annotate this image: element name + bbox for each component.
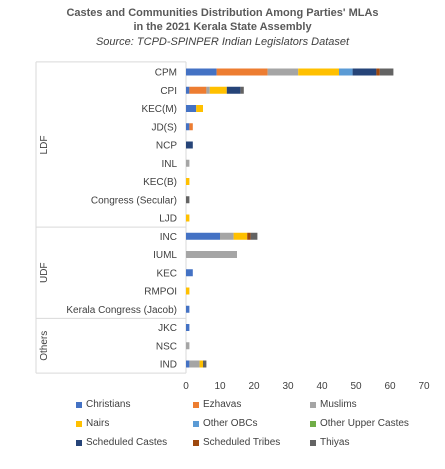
bar-scheduled-tribes — [247, 233, 250, 240]
legend-item: Christians — [76, 399, 130, 410]
legend-label: Christians — [86, 399, 130, 410]
legend-label: Other OBCs — [203, 418, 257, 429]
bar-nairs — [186, 178, 189, 185]
bar-scheduled-castes — [227, 87, 241, 94]
legend-swatch — [310, 440, 316, 446]
legend-item: Scheduled Castes — [76, 437, 167, 448]
bar-thiyas — [186, 196, 189, 203]
legend-swatch — [193, 421, 199, 427]
bar-christians — [186, 69, 217, 76]
bar-thiyas — [380, 69, 394, 76]
bar-christians — [186, 233, 220, 240]
x-tick-label: 30 — [282, 381, 294, 392]
legend-item: Ezhavas — [193, 399, 241, 410]
bar-ezhavas — [189, 123, 192, 130]
category-label: KEC(M) — [141, 104, 177, 115]
group-label-ldf: LDF — [39, 136, 50, 155]
x-tick-label: 40 — [316, 381, 328, 392]
bar-muslims — [186, 342, 189, 349]
x-tick-label: 50 — [350, 381, 362, 392]
category-label: Kerala Congress (Jacob) — [66, 305, 177, 316]
legend-item: Scheduled Tribes — [193, 437, 280, 448]
bar-muslims — [186, 251, 237, 258]
legend-item: Muslims — [310, 399, 357, 410]
bar-nairs — [196, 105, 203, 112]
category-label: KEC(B) — [143, 177, 177, 188]
bar-ezhavas — [217, 69, 268, 76]
x-tick-label: 60 — [384, 381, 396, 392]
legend-swatch — [193, 402, 199, 408]
category-label: NSC — [156, 341, 177, 352]
legend-item: Nairs — [76, 418, 109, 429]
bar-christians — [186, 87, 189, 94]
bar-muslims — [206, 87, 209, 94]
category-label: Congress (Secular) — [91, 195, 177, 206]
bar-nairs — [210, 87, 227, 94]
legend-swatch — [310, 402, 316, 408]
legend-item: Other OBCs — [193, 418, 257, 429]
bar-other-obcs — [339, 69, 353, 76]
category-label: INC — [160, 232, 177, 243]
group-label-udf: UDF — [39, 262, 50, 283]
legend-swatch — [193, 440, 199, 446]
bar-christians — [186, 123, 189, 130]
bar-nairs — [186, 288, 189, 295]
bar-christians — [186, 306, 189, 313]
bar-thiyas — [203, 361, 206, 368]
bar-muslims — [220, 233, 234, 240]
x-tick-label: 0 — [183, 381, 189, 392]
legend-item: Thiyas — [310, 437, 349, 448]
legend-label: Scheduled Tribes — [203, 437, 280, 448]
category-label: CPI — [160, 86, 177, 97]
bar-nairs — [200, 361, 203, 368]
x-tick-label: 20 — [248, 381, 260, 392]
bar-nairs — [186, 215, 189, 222]
bar-scheduled-castes — [186, 142, 193, 149]
bar-christians — [186, 105, 196, 112]
category-label: IND — [160, 360, 177, 371]
bar-scheduled-tribes — [376, 69, 379, 76]
category-label: JD(S) — [151, 122, 177, 133]
bar-christians — [186, 361, 189, 368]
bar-muslims — [189, 361, 199, 368]
bar-nairs — [298, 69, 339, 76]
bar-scheduled-castes — [353, 69, 377, 76]
x-tick-label: 10 — [214, 381, 226, 392]
category-label: IUML — [153, 250, 177, 261]
category-label: LJD — [159, 214, 177, 225]
category-label: RMPOI — [144, 287, 177, 298]
bar-ezhavas — [189, 87, 206, 94]
legend-label: Thiyas — [320, 437, 349, 448]
legend-swatch — [310, 421, 316, 427]
bar-thiyas — [251, 233, 258, 240]
legend-label: Other Upper Castes — [320, 418, 409, 429]
bar-thiyas — [240, 87, 243, 94]
legend-item: Other Upper Castes — [310, 418, 409, 429]
bar-muslims — [268, 69, 299, 76]
legend-swatch — [76, 402, 82, 408]
bar-nairs — [234, 233, 248, 240]
category-label: KEC — [156, 268, 177, 279]
legend-label: Scheduled Castes — [86, 437, 167, 448]
bar-muslims — [186, 160, 189, 167]
category-label: INL — [161, 159, 177, 170]
bar-christians — [186, 269, 193, 276]
category-label: NCP — [156, 141, 177, 152]
legend-swatch — [76, 440, 82, 446]
x-tick-label: 70 — [418, 381, 430, 392]
legend-label: Nairs — [86, 418, 109, 429]
legend-label: Muslims — [320, 399, 357, 410]
category-label: JKC — [158, 323, 177, 334]
bar-christians — [186, 324, 189, 331]
category-label: CPM — [155, 68, 177, 79]
group-label-others: Others — [39, 331, 50, 361]
legend-label: Ezhavas — [203, 399, 241, 410]
legend-swatch — [76, 421, 82, 427]
